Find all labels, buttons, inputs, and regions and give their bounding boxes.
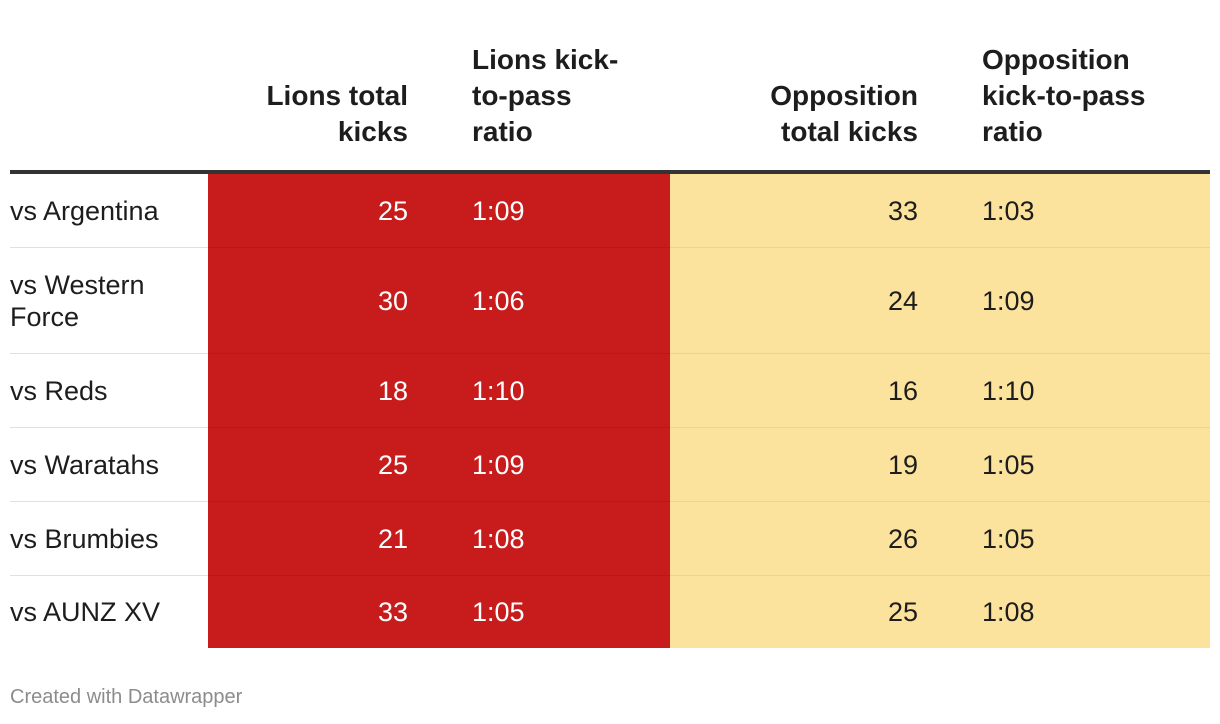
row-separator (10, 501, 1210, 502)
opposition-ratio-cell: 1:08 (982, 597, 1035, 627)
lions-ratio-cell: 1:09 (472, 450, 525, 480)
credit-text: Created with Datawrapper (10, 686, 243, 708)
opposition-column-background (670, 174, 1210, 648)
row-separator (10, 353, 1210, 354)
row-separator-segment (208, 501, 670, 502)
lions-total-kicks-cell: 25 (377, 196, 408, 226)
table-header: Lions total kicks Lions kick- to-pass ra… (10, 0, 1210, 170)
table-row: vs AUNZ XV 33 1:05 25 1:08 (10, 576, 1210, 648)
row-separator-segment (10, 247, 208, 248)
row-separator-segment (670, 353, 1210, 354)
row-separator-segment (670, 427, 1210, 428)
header-line: kicks (337, 116, 408, 147)
row-separator-segment (10, 501, 208, 502)
row-separator-segment (208, 575, 670, 576)
opposition-total-kicks-cell: 33 (887, 196, 918, 226)
lions-total-kicks-cell: 33 (377, 597, 408, 627)
row-separator-segment (208, 247, 670, 248)
row-label: vs AUNZ XV (10, 597, 161, 627)
lions-total-kicks-cell: 18 (377, 376, 408, 406)
row-separator-segment (10, 575, 208, 576)
row-separator (10, 575, 1210, 576)
row-separator-segment (208, 427, 670, 428)
row-separator-segment (10, 353, 208, 354)
opposition-total-kicks-cell: 19 (887, 450, 918, 480)
opposition-ratio-cell: 1:10 (982, 376, 1035, 406)
opposition-total-kicks-cell: 16 (887, 376, 918, 406)
lions-total-kicks-cell: 21 (377, 524, 408, 554)
header-line: ratio (982, 116, 1043, 147)
lions-ratio-cell: 1:05 (472, 597, 525, 627)
row-separator-segment (670, 247, 1210, 248)
row-label: vs Waratahs (10, 450, 160, 480)
opposition-total-kicks-cell: 25 (887, 597, 918, 627)
lions-ratio-cell: 1:09 (472, 196, 525, 226)
table-row: vs Reds 18 1:10 16 1:10 (10, 354, 1210, 428)
table-row: vs Argentina 25 1:09 33 1:03 (10, 174, 1210, 248)
lions-ratio-cell: 1:06 (472, 286, 525, 316)
row-separator-segment (208, 353, 670, 354)
row-separator (10, 247, 1210, 248)
header-opposition-kick-to-pass-ratio: Opposition kick-to-pass ratio (982, 42, 1202, 150)
row-label: vs Reds (10, 376, 108, 406)
lions-total-kicks-cell: 25 (377, 450, 408, 480)
header-line: Opposition (770, 80, 918, 111)
opposition-ratio-cell: 1:05 (982, 450, 1035, 480)
row-label: vs Western Force (10, 270, 145, 332)
lions-total-kicks-cell: 30 (377, 286, 408, 316)
header-line: ratio (472, 116, 533, 147)
header-line: Lions total (266, 80, 408, 111)
table-row: vs Brumbies 21 1:08 26 1:05 (10, 502, 1210, 576)
opposition-ratio-cell: 1:05 (982, 524, 1035, 554)
table-row: vs Western Force 30 1:06 24 1:09 (10, 248, 1210, 354)
header-lions-total-kicks: Lions total kicks (208, 78, 408, 150)
header-line: kick-to-pass (982, 80, 1146, 111)
opposition-total-kicks-cell: 24 (887, 286, 918, 316)
header-line: Lions kick- (472, 44, 619, 75)
row-label: vs Brumbies (10, 524, 159, 554)
header-opposition-total-kicks: Opposition total kicks (670, 78, 918, 150)
row-separator (10, 427, 1210, 428)
opposition-ratio-cell: 1:09 (982, 286, 1035, 316)
lions-ratio-cell: 1:10 (472, 376, 525, 406)
header-line: to-pass (472, 80, 572, 111)
opposition-total-kicks-cell: 26 (887, 524, 918, 554)
lions-column-background (208, 174, 670, 648)
row-separator-segment (670, 575, 1210, 576)
row-label: vs Argentina (10, 196, 159, 226)
header-line: Opposition (982, 44, 1130, 75)
opposition-ratio-cell: 1:03 (982, 196, 1035, 226)
lions-ratio-cell: 1:08 (472, 524, 525, 554)
header-divider (10, 170, 1210, 174)
header-line: total kicks (781, 116, 918, 147)
row-separator-segment (10, 427, 208, 428)
row-separator-segment (670, 501, 1210, 502)
header-lions-kick-to-pass-ratio: Lions kick- to-pass ratio (472, 42, 662, 150)
table-row: vs Waratahs 25 1:09 19 1:05 (10, 428, 1210, 502)
